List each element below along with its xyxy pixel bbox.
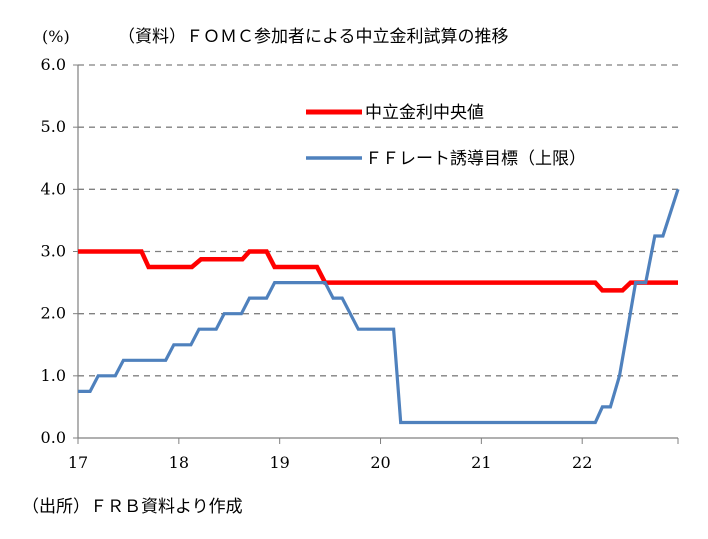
y-tick-labels: 0.0 1.0 2.0 3.0 4.0 5.0 6.0 bbox=[41, 55, 66, 447]
series-line-0 bbox=[78, 249, 678, 293]
series-line-1 bbox=[78, 188, 680, 425]
y-tick-label: 5.0 bbox=[41, 117, 66, 136]
y-tick-label: 2.0 bbox=[41, 304, 66, 323]
y-tick-label: 3.0 bbox=[41, 242, 66, 261]
y-tick-label: 4.0 bbox=[41, 179, 66, 198]
x-tick-label: 20 bbox=[370, 453, 390, 472]
y-tick-label: 0.0 bbox=[41, 428, 66, 447]
y-axis-label: (%) bbox=[42, 27, 70, 46]
legend: 中立金利中央値 ＦＦレート誘導目標（上限） bbox=[306, 103, 586, 169]
source-note: （出所）ＦＲＢ資料より作成 bbox=[22, 497, 243, 517]
legend-label-1: ＦＦレート誘導目標（上限） bbox=[365, 149, 586, 169]
chart-title: （資料）ＦＯＭＣ参加者による中立金利試算の推移 bbox=[118, 27, 509, 47]
x-tick-label: 19 bbox=[270, 453, 290, 472]
x-tick-label: 22 bbox=[572, 453, 592, 472]
x-tick-label: 17 bbox=[68, 453, 88, 472]
y-tick-label: 6.0 bbox=[41, 55, 66, 74]
grid-lines bbox=[73, 64, 678, 439]
x-tick-labels: 17 18 19 20 21 22 bbox=[68, 453, 593, 472]
x-tick-label: 21 bbox=[471, 453, 491, 472]
legend-label-0: 中立金利中央値 bbox=[365, 103, 484, 123]
x-tick-label: 18 bbox=[169, 453, 189, 472]
y-tick-label: 1.0 bbox=[41, 366, 66, 385]
series-lines bbox=[78, 188, 680, 425]
